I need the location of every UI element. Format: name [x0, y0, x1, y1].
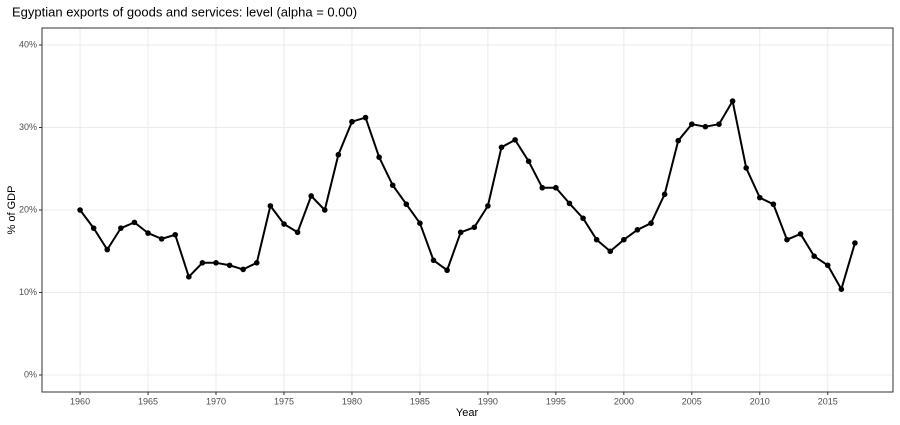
data-point [267, 203, 274, 209]
y-tick-label: 30% [19, 122, 37, 132]
data-point [90, 225, 97, 231]
y-tick-label: 10% [19, 287, 37, 297]
data-point [621, 236, 627, 243]
data-point [838, 286, 845, 293]
x-axis-title: Year [456, 407, 479, 419]
data-line [79, 100, 856, 291]
data-point [566, 200, 573, 207]
x-tick-label: 2005 [682, 396, 702, 406]
data-point [321, 207, 328, 213]
data-point [824, 262, 831, 269]
y-tick-label: 20% [19, 204, 37, 214]
data-point [525, 158, 532, 165]
x-tick-label: 2015 [818, 396, 838, 406]
data-point [770, 201, 777, 208]
data-point [186, 274, 192, 280]
data-point [294, 229, 301, 236]
data-point [797, 231, 804, 237]
data-point [213, 260, 219, 266]
data-point [362, 114, 369, 121]
data-point [471, 224, 478, 231]
data-point [349, 118, 355, 125]
data-point [689, 121, 695, 127]
data-point [389, 182, 396, 189]
data-point [430, 257, 437, 264]
data-point [553, 184, 559, 191]
data-point [512, 137, 518, 143]
data-point [648, 220, 654, 227]
x-tick-label: 1990 [478, 396, 498, 406]
data-point [811, 253, 817, 260]
data-point [444, 267, 450, 274]
x-tick-label: 1965 [138, 396, 158, 406]
data-point [485, 203, 491, 209]
data-point [716, 121, 722, 127]
data-point [158, 236, 165, 242]
data-point [756, 194, 763, 201]
y-tick-label: 40% [19, 39, 37, 49]
data-point [729, 98, 736, 104]
y-axis-title: % of GDP [6, 186, 18, 235]
data-point [281, 221, 287, 227]
y-tick-label: 0% [24, 369, 37, 379]
x-tick-label: 1970 [206, 396, 226, 406]
data-point [702, 123, 709, 130]
data-point [743, 165, 749, 171]
data-point [457, 229, 464, 236]
data-point [593, 236, 600, 243]
data-point [240, 266, 246, 273]
data-point [539, 184, 546, 191]
data-point [131, 219, 138, 226]
data-point [417, 220, 423, 227]
data-point [308, 193, 314, 199]
data-point [661, 191, 668, 198]
data-point [118, 225, 124, 231]
x-tick-label: 1985 [410, 396, 430, 406]
data-point [77, 207, 83, 213]
x-tick-label: 1960 [70, 396, 90, 406]
data-point [335, 151, 342, 158]
data-point [852, 240, 858, 246]
x-tick-label: 1995 [546, 396, 566, 406]
data-point [199, 260, 206, 266]
data-point [675, 137, 682, 144]
data-point [498, 144, 505, 151]
data-point [403, 201, 410, 208]
data-point [145, 230, 151, 236]
x-tick-label: 1980 [342, 396, 362, 406]
data-point [784, 236, 790, 243]
x-tick-label: 1975 [274, 396, 294, 406]
data-point [172, 231, 179, 238]
data-point [253, 260, 260, 266]
x-tick-label: 2000 [614, 396, 634, 406]
plot-border [41, 27, 894, 393]
data-point [104, 246, 111, 253]
data-point [580, 215, 586, 222]
x-tick-label: 2010 [750, 396, 770, 406]
data-point [376, 154, 382, 160]
data-point [226, 262, 233, 269]
data-point [634, 227, 641, 233]
data-point [607, 248, 614, 255]
chart-title: Egyptian exports of goods and services: … [12, 4, 357, 19]
